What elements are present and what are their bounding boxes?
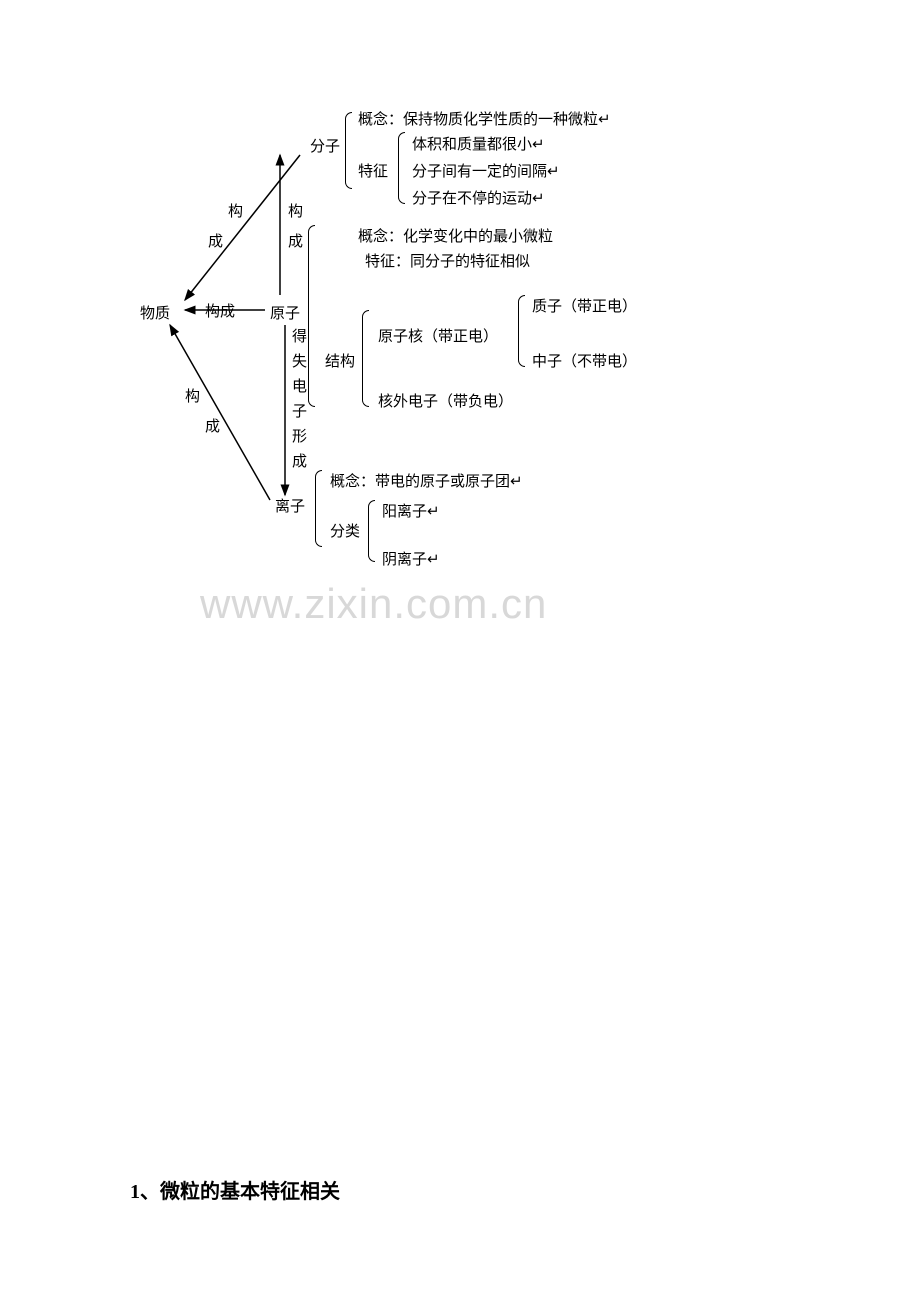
atom-feature: 特征：同分子的特征相似 <box>365 250 530 271</box>
molecule-feature-1: 体积和质量都很小↵ <box>412 133 545 154</box>
feature-text-2: 分子间有一定的间隔 <box>412 164 547 180</box>
edge-gou-3a: 构 <box>185 385 200 406</box>
edge-cheng: 成 <box>292 450 307 471</box>
ion-cation: 阳离子↵ <box>382 500 440 521</box>
nucleus-brace <box>518 295 525 367</box>
section-heading: 1、微粒的基本特征相关 <box>130 1175 340 1204</box>
edge-dian: 电 <box>292 375 307 396</box>
watermark-text: www.zixin.com.cn <box>200 580 547 628</box>
atom-brace <box>308 225 315 407</box>
molecule-feature-3: 分子在不停的运动↵ <box>412 187 545 208</box>
atom-concept: 概念：化学变化中的最小微粒 <box>358 225 553 246</box>
edge-gou-1a: 构 <box>228 200 243 221</box>
atom-concept-text: 化学变化中的最小微粒 <box>403 229 553 245</box>
return-mark: ↵ <box>547 164 560 180</box>
atom-structure-brace <box>362 310 369 407</box>
ion-anion: 阴离子↵ <box>382 548 440 569</box>
return-mark: ↵ <box>532 191 545 207</box>
atom-nucleus: 原子核（带正电） <box>378 325 498 346</box>
atom-concept-label: 概念： <box>358 229 403 245</box>
molecule-brace <box>345 112 352 189</box>
edge-de: 得 <box>292 325 307 346</box>
molecule-feature-brace <box>398 132 405 204</box>
ion-category-label: 分类 <box>330 520 360 541</box>
return-mark: ↵ <box>510 474 523 490</box>
ion-concept: 概念：带电的原子或原子团↵ <box>330 470 523 491</box>
return-mark: ↵ <box>427 552 440 568</box>
molecule-title: 分子 <box>310 135 340 156</box>
ion-title: 离子 <box>275 495 305 516</box>
edge-shi: 失 <box>292 350 307 371</box>
molecule-concept-text: 保持物质化学性质的一种微粒 <box>403 112 598 128</box>
feature-text-3: 分子在不停的运动 <box>412 191 532 207</box>
ion-category-brace <box>368 500 375 562</box>
molecule-feature-2: 分子间有一定的间隔↵ <box>412 160 560 181</box>
return-mark: ↵ <box>427 504 440 520</box>
return-mark: ↵ <box>598 112 611 128</box>
cation-text: 阳离子 <box>382 504 427 520</box>
atom-proton: 质子（带正电） <box>532 295 637 316</box>
edge-gou-1b: 成 <box>208 230 223 251</box>
ion-concept-label: 概念： <box>330 474 375 490</box>
atom-title: 原子 <box>270 302 300 323</box>
edge-gou-3b: 成 <box>205 415 220 436</box>
edge-gou-h: 构成 <box>205 300 235 321</box>
return-mark: ↵ <box>532 137 545 153</box>
ion-brace <box>315 470 322 547</box>
atom-feature-label: 特征： <box>365 254 410 270</box>
atom-structure-label: 结构 <box>325 350 355 371</box>
edge-xing: 形 <box>292 425 307 446</box>
edge-gou-2b: 成 <box>288 230 303 251</box>
anion-text: 阴离子 <box>382 552 427 568</box>
molecule-concept-label: 概念： <box>358 112 403 128</box>
atom-feature-text: 同分子的特征相似 <box>410 254 530 270</box>
molecule-feature-label: 特征 <box>358 160 388 181</box>
root-matter: 物质 <box>140 302 170 323</box>
feature-text-1: 体积和质量都很小 <box>412 137 532 153</box>
edge-gou-2a: 构 <box>288 200 303 221</box>
edge-zi: 子 <box>292 400 307 421</box>
concept-diagram: 物质 构 成 构 成 构成 构 成 得 失 电 子 形 成 分子 概念：保持物质… <box>130 100 790 620</box>
atom-neutron: 中子（不带电） <box>532 350 637 371</box>
molecule-concept: 概念：保持物质化学性质的一种微粒↵ <box>358 108 611 129</box>
atom-electron: 核外电子（带负电） <box>378 390 513 411</box>
ion-concept-text: 带电的原子或原子团 <box>375 474 510 490</box>
